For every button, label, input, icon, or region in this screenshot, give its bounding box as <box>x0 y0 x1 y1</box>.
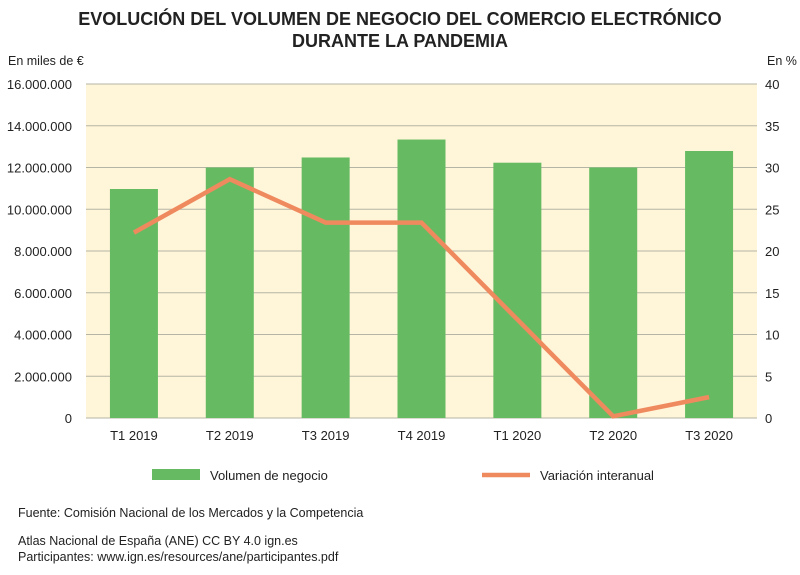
right-tick-label: 40 <box>765 77 779 92</box>
x-tick-label: T3 2019 <box>302 428 350 443</box>
left-tick-label: 4.000.000 <box>14 328 72 343</box>
left-axis-label: En miles de € <box>8 54 84 68</box>
left-tick-label: 2.000.000 <box>14 369 72 384</box>
bar-t1-2020 <box>493 162 542 418</box>
right-tick-label: 0 <box>765 411 772 426</box>
right-tick-label: 20 <box>765 244 779 259</box>
bar-t2-2020 <box>589 167 638 418</box>
right-tick-label: 5 <box>765 369 772 384</box>
legend-swatch-volumen <box>152 469 200 480</box>
bar-t2-2019 <box>205 167 254 418</box>
left-tick-label: 14.000.000 <box>7 119 72 134</box>
x-tick-label: T1 2019 <box>110 428 158 443</box>
left-tick-label: 6.000.000 <box>14 286 72 301</box>
right-tick-label: 30 <box>765 161 779 176</box>
right-tick-label: 35 <box>765 119 779 134</box>
right-axis-label: En % <box>767 54 797 68</box>
bar-t3-2019 <box>301 157 350 419</box>
chart-title-line-1: EVOLUCIÓN DEL VOLUMEN DE NEGOCIO DEL COM… <box>78 9 722 29</box>
left-tick-label: 12.000.000 <box>7 161 72 176</box>
x-tick-label: T3 2020 <box>685 428 733 443</box>
bar-t3-2020 <box>685 151 734 419</box>
chart-title-line-2: DURANTE LA PANDEMIA <box>292 31 508 51</box>
x-tick-label: T4 2019 <box>398 428 446 443</box>
x-tick-label: T1 2020 <box>494 428 542 443</box>
right-tick-label: 15 <box>765 286 779 301</box>
source-text: Fuente: Comisión Nacional de los Mercado… <box>18 506 364 520</box>
left-tick-label: 16.000.000 <box>7 77 72 92</box>
bar-t1-2019 <box>109 189 158 418</box>
right-tick-label: 10 <box>765 328 779 343</box>
right-tick-label: 25 <box>765 202 779 217</box>
bar-t4-2019 <box>397 139 446 418</box>
left-tick-label: 10.000.000 <box>7 202 72 217</box>
x-tick-label: T2 2020 <box>589 428 637 443</box>
left-tick-label: 0 <box>65 411 72 426</box>
x-tick-label: T2 2019 <box>206 428 254 443</box>
atlas-text: Atlas Nacional de España (ANE) CC BY 4.0… <box>18 534 298 548</box>
legend-label-volumen: Volumen de negocio <box>210 468 328 483</box>
legend-label-variacion: Variación interanual <box>540 468 654 483</box>
participants-text: Participantes: www.ign.es/resources/ane/… <box>18 550 339 564</box>
left-tick-label: 8.000.000 <box>14 244 72 259</box>
